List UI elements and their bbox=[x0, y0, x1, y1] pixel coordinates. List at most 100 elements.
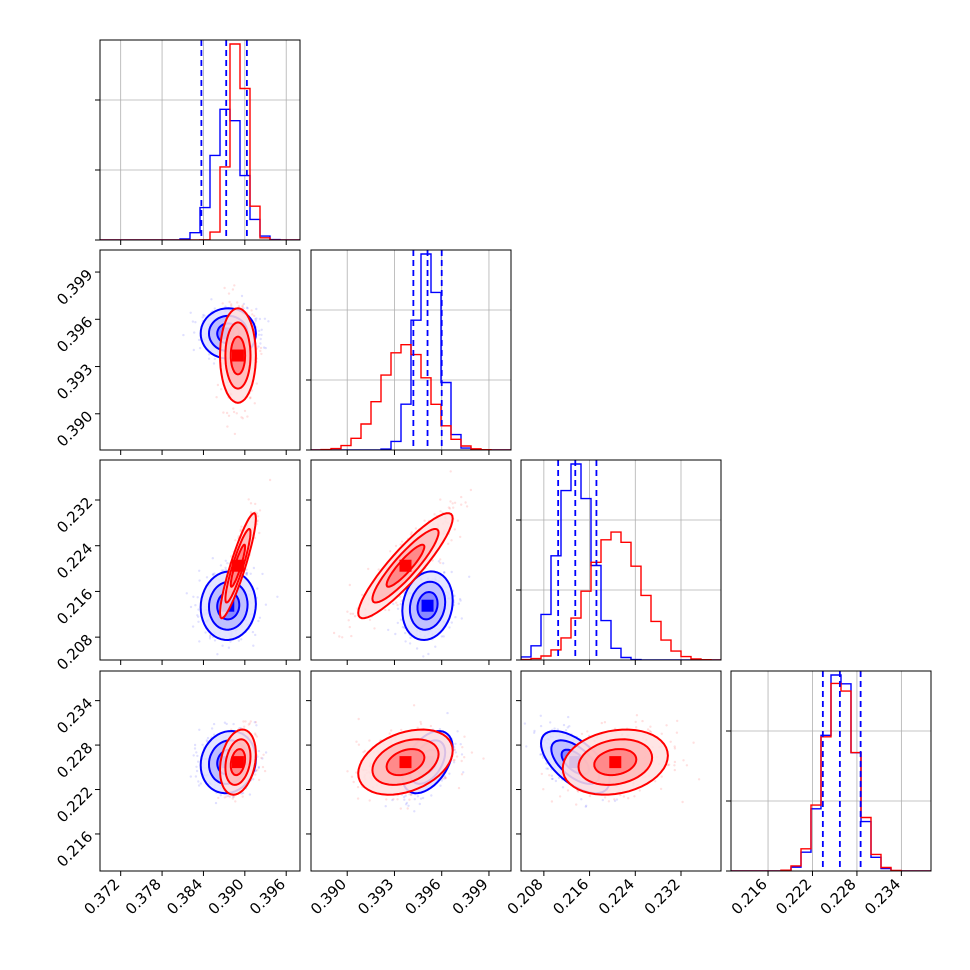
sample-point bbox=[385, 798, 388, 801]
sample-point bbox=[198, 346, 202, 350]
sample-point bbox=[259, 346, 263, 350]
sample-point bbox=[416, 726, 419, 729]
sample-point bbox=[217, 796, 220, 800]
sample-point bbox=[249, 572, 252, 575]
sample-point bbox=[233, 432, 237, 436]
panel-frame-0-0 bbox=[99, 39, 301, 241]
sample-point bbox=[259, 342, 262, 345]
density-peak-sample_b-3-0 bbox=[231, 756, 244, 769]
sample-point bbox=[220, 569, 224, 572]
sample-point bbox=[194, 775, 198, 778]
sample-point bbox=[460, 759, 463, 763]
sample-point bbox=[256, 587, 259, 590]
sample-point bbox=[346, 770, 349, 773]
contour-sample_b-2-0-0 bbox=[218, 512, 257, 620]
sample-point bbox=[409, 636, 412, 639]
sample-point bbox=[619, 793, 622, 797]
density-peak-sample_a-2-1 bbox=[421, 599, 434, 612]
sample-point bbox=[443, 571, 446, 574]
sample-point bbox=[264, 751, 268, 754]
sample-point bbox=[193, 747, 197, 750]
sample-point bbox=[341, 636, 344, 639]
sample-point bbox=[654, 780, 657, 783]
sample-point bbox=[230, 304, 233, 307]
sample-point bbox=[533, 731, 536, 734]
sample-point bbox=[346, 610, 349, 613]
sample-point bbox=[564, 729, 568, 732]
sample-point bbox=[452, 506, 455, 509]
sample-point bbox=[255, 724, 258, 727]
sample-point bbox=[204, 631, 207, 634]
sample-point bbox=[540, 753, 543, 756]
sample-point bbox=[638, 789, 641, 792]
panel-frame-3-1 bbox=[310, 670, 512, 872]
contour-sample_b-1-0-0 bbox=[218, 307, 257, 404]
sample-point bbox=[373, 627, 376, 630]
sample-point bbox=[450, 621, 453, 624]
sample-point bbox=[416, 795, 420, 798]
sample-point bbox=[356, 785, 360, 789]
sample-point bbox=[580, 798, 583, 801]
sample-point bbox=[224, 568, 228, 571]
sample-point bbox=[233, 284, 236, 287]
sample-point bbox=[228, 795, 232, 798]
sample-point bbox=[247, 498, 250, 501]
sample-point bbox=[221, 644, 224, 647]
sample-point bbox=[258, 317, 262, 321]
sample-point bbox=[258, 509, 262, 512]
sample-point bbox=[258, 333, 261, 336]
sample-point bbox=[254, 733, 257, 737]
sample-point bbox=[245, 573, 248, 576]
sample-point bbox=[392, 602, 395, 606]
sample-point bbox=[461, 746, 464, 749]
sample-point bbox=[553, 727, 556, 730]
sample-point bbox=[584, 805, 587, 808]
sample-point bbox=[245, 306, 249, 309]
sample-point bbox=[249, 720, 252, 723]
sample-point bbox=[201, 743, 204, 746]
panel-2-2 bbox=[516, 459, 722, 665]
sample-point bbox=[258, 531, 261, 535]
sample-point bbox=[405, 801, 409, 805]
sample-point bbox=[459, 743, 462, 746]
sample-point bbox=[207, 357, 211, 360]
sample-point bbox=[257, 778, 261, 782]
sample-point bbox=[659, 787, 663, 791]
histogram-sample_b-0 bbox=[100, 43, 300, 240]
sample-point bbox=[202, 313, 205, 317]
sample-point bbox=[205, 576, 209, 579]
sample-point bbox=[193, 743, 197, 747]
sample-point bbox=[692, 741, 695, 744]
sample-point bbox=[228, 662, 230, 664]
sample-point bbox=[357, 743, 361, 746]
sample-point bbox=[243, 409, 247, 413]
sample-point bbox=[224, 305, 227, 308]
sample-point bbox=[189, 775, 192, 778]
sample-point bbox=[191, 625, 195, 628]
sample-point bbox=[222, 569, 225, 572]
sample-point bbox=[450, 570, 453, 574]
sample-point bbox=[395, 601, 398, 604]
panel-frame-1-0 bbox=[99, 249, 301, 451]
sample-point bbox=[245, 568, 248, 571]
sample-point bbox=[227, 794, 230, 798]
sample-point bbox=[355, 771, 358, 774]
sample-point bbox=[257, 766, 260, 770]
sample-point bbox=[431, 559, 434, 562]
sample-point bbox=[250, 389, 254, 392]
contour-sample_b-1-0-1 bbox=[224, 321, 252, 390]
sample-point bbox=[256, 519, 259, 522]
sample-point bbox=[437, 560, 441, 563]
sample-point bbox=[457, 602, 460, 605]
sample-point bbox=[539, 724, 543, 728]
sample-point bbox=[404, 803, 408, 806]
sample-point bbox=[205, 739, 208, 742]
sample-point bbox=[407, 804, 410, 807]
sample-point bbox=[433, 513, 436, 516]
sample-point bbox=[439, 558, 442, 561]
sample-point bbox=[257, 619, 260, 623]
sample-point bbox=[226, 562, 229, 565]
sample-point bbox=[550, 774, 554, 777]
sample-point bbox=[377, 568, 380, 571]
